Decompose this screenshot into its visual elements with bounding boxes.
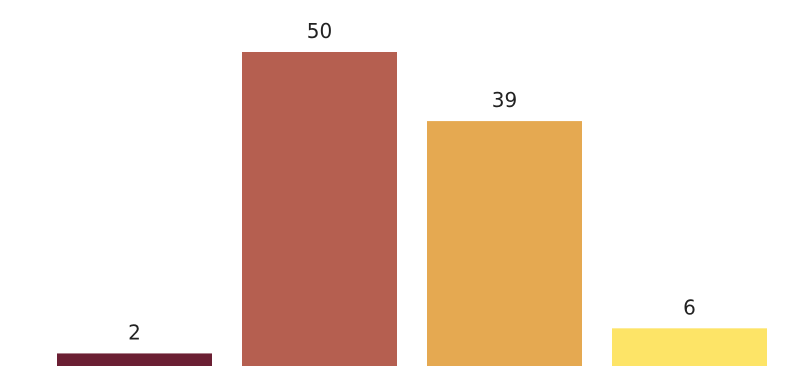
data-label-3: 39 bbox=[492, 88, 517, 112]
data-label-1: 2 bbox=[128, 320, 141, 344]
data-label-4: 6 bbox=[683, 295, 696, 319]
bar-3 bbox=[427, 121, 582, 366]
bar-1 bbox=[57, 353, 212, 366]
bar-2 bbox=[242, 52, 397, 366]
data-label-2: 50 bbox=[307, 19, 332, 43]
bars-group bbox=[57, 52, 767, 366]
bar-4 bbox=[612, 328, 767, 366]
data-labels-group: 2 50 39 6 bbox=[128, 19, 696, 344]
